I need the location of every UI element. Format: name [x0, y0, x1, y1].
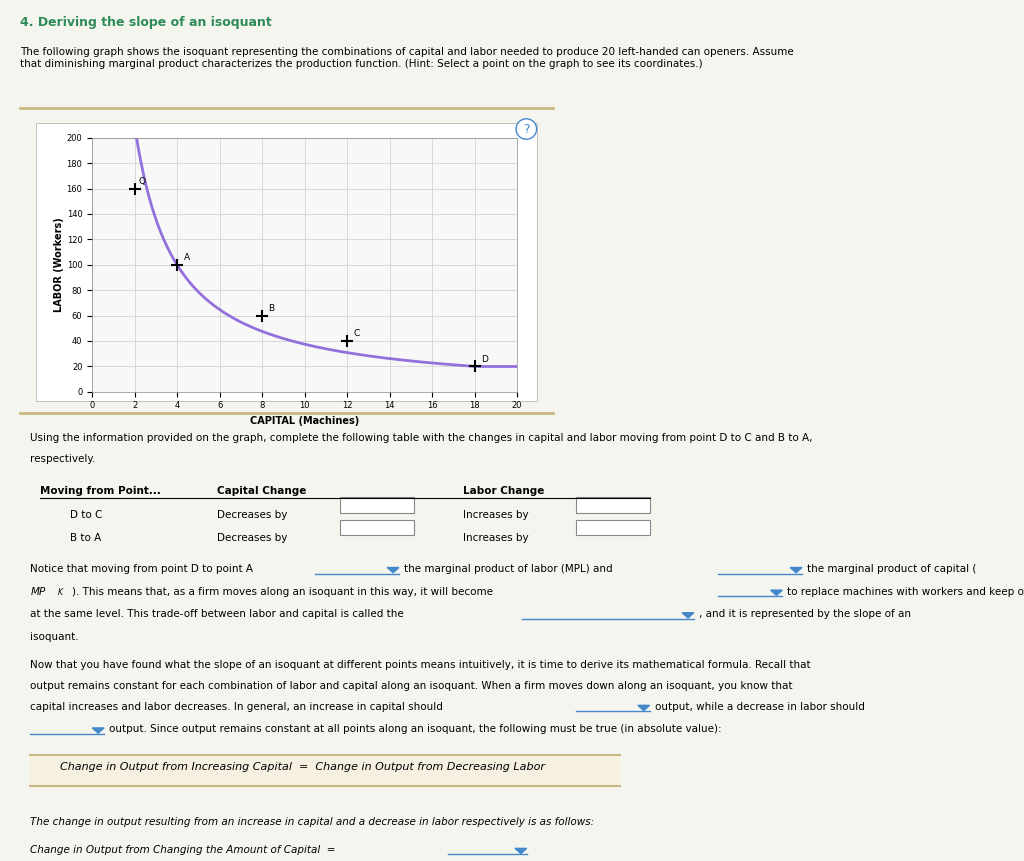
Text: output remains constant for each combination of labor and capital along an isoqu: output remains constant for each combina…	[31, 681, 793, 691]
Text: , and it is represented by the slope of an: , and it is represented by the slope of …	[698, 610, 910, 619]
Text: Using the information provided on the graph, complete the following table with t: Using the information provided on the gr…	[31, 433, 813, 443]
Polygon shape	[92, 728, 104, 734]
Text: Q: Q	[139, 177, 145, 186]
Text: Decreases by: Decreases by	[217, 533, 288, 542]
FancyBboxPatch shape	[340, 497, 414, 512]
Text: at the same level. This trade-off between labor and capital is called the: at the same level. This trade-off betwee…	[31, 610, 404, 619]
FancyBboxPatch shape	[340, 520, 414, 536]
Text: isoquant.: isoquant.	[31, 632, 79, 641]
Text: Now that you have found what the slope of an isoquant at different points means : Now that you have found what the slope o…	[31, 660, 811, 670]
Text: Labor Change: Labor Change	[463, 486, 544, 496]
Text: the marginal product of capital (: the marginal product of capital (	[807, 564, 976, 574]
Polygon shape	[682, 613, 694, 618]
Text: A: A	[183, 253, 189, 263]
Text: C: C	[353, 330, 359, 338]
Text: Increases by: Increases by	[463, 533, 528, 542]
Y-axis label: LABOR (Workers): LABOR (Workers)	[54, 217, 63, 313]
Text: B: B	[268, 304, 274, 313]
Text: D to C: D to C	[70, 510, 102, 520]
Text: 4. Deriving the slope of an isoquant: 4. Deriving the slope of an isoquant	[20, 16, 272, 29]
Polygon shape	[515, 848, 526, 853]
FancyBboxPatch shape	[575, 520, 649, 536]
Text: Increases by: Increases by	[463, 510, 528, 520]
Text: The following graph shows the isoquant representing the combinations of capital : The following graph shows the isoquant r…	[20, 47, 795, 69]
X-axis label: CAPITAL (Machines): CAPITAL (Machines)	[250, 416, 359, 426]
Text: ). This means that, as a firm moves along an isoquant in this way, it will becom: ). This means that, as a firm moves alon…	[72, 586, 493, 597]
Polygon shape	[770, 590, 782, 595]
Text: Capital Change: Capital Change	[217, 486, 306, 496]
FancyBboxPatch shape	[37, 123, 537, 401]
Text: Notice that moving from point D to point A: Notice that moving from point D to point…	[31, 564, 253, 574]
FancyBboxPatch shape	[31, 755, 621, 786]
Text: B to A: B to A	[70, 533, 101, 542]
Text: output. Since output remains constant at all points along an isoquant, the follo: output. Since output remains constant at…	[109, 724, 722, 734]
Text: The change in output resulting from an increase in capital and a decrease in lab: The change in output resulting from an i…	[31, 816, 595, 827]
Polygon shape	[638, 705, 649, 710]
FancyBboxPatch shape	[575, 497, 649, 512]
Text: capital increases and labor decreases. In general, an increase in capital should: capital increases and labor decreases. I…	[31, 702, 443, 712]
Text: D: D	[481, 355, 487, 364]
Polygon shape	[791, 567, 802, 573]
Text: Decreases by: Decreases by	[217, 510, 288, 520]
Text: Change in Output from Changing the Amount of Capital  =: Change in Output from Changing the Amoun…	[31, 845, 336, 855]
Text: K: K	[57, 588, 62, 598]
Text: MP: MP	[31, 586, 45, 597]
Text: to replace machines with workers and keep output: to replace machines with workers and kee…	[787, 586, 1024, 597]
Text: respectively.: respectively.	[31, 454, 95, 463]
Text: output, while a decrease in labor should: output, while a decrease in labor should	[654, 702, 864, 712]
Text: ?: ?	[523, 122, 529, 135]
Text: the marginal product of labor (MPL) and: the marginal product of labor (MPL) and	[403, 564, 612, 574]
Text: Moving from Point...: Moving from Point...	[40, 486, 161, 496]
Text: Change in Output from Increasing Capital  =  Change in Output from Decreasing La: Change in Output from Increasing Capital…	[59, 762, 545, 772]
Polygon shape	[387, 567, 399, 573]
